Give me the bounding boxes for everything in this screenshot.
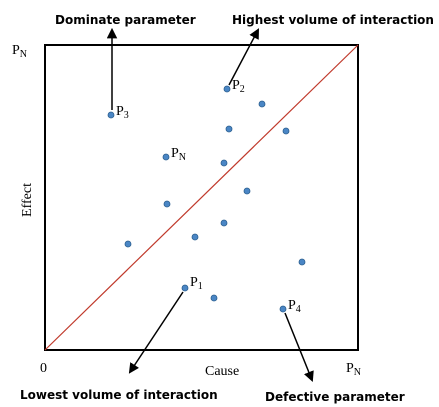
point (124, 240, 132, 248)
label-base: P (116, 104, 124, 119)
point (163, 200, 171, 208)
origin-label: 0 (40, 361, 47, 376)
point-label: P2 (232, 78, 245, 95)
point (225, 125, 233, 133)
x-max-label: PN (346, 361, 361, 378)
x-axis-label: Cause (205, 364, 239, 379)
annotation: Dominate parameter (55, 13, 196, 27)
plot-frame (44, 44, 359, 351)
label-sub: N (20, 49, 27, 60)
point (220, 219, 228, 227)
label-sub: N (179, 152, 186, 163)
point (298, 258, 306, 266)
point (191, 233, 199, 241)
annotation: Defective parameter (265, 390, 405, 404)
point (162, 153, 170, 161)
label-base: P (171, 146, 179, 161)
annotation: Lowest volume of interaction (20, 388, 218, 402)
label-base: P (288, 298, 296, 313)
point (223, 85, 231, 93)
arrow (228, 28, 259, 86)
label-base: P (12, 43, 20, 58)
annotation: Highest volume of interaction (232, 13, 434, 27)
diagonal (44, 44, 359, 351)
point-label: P4 (288, 298, 301, 315)
point (243, 187, 251, 195)
point (279, 305, 287, 313)
label-sub: 3 (124, 110, 129, 121)
arrow (284, 312, 314, 382)
point (181, 284, 189, 292)
arrow (128, 291, 184, 374)
y-max-label: PN (12, 43, 27, 60)
point-label: P3 (116, 104, 129, 121)
y-axis-label: Effect (20, 183, 35, 217)
point-label: P1 (190, 275, 203, 292)
label-sub: N (354, 367, 361, 378)
point (210, 294, 218, 302)
point (220, 159, 228, 167)
label-base: P (232, 78, 240, 93)
label-base: P (346, 361, 354, 376)
label-sub: 4 (296, 304, 301, 315)
point (107, 111, 115, 119)
point-label: PN (171, 146, 186, 163)
point (282, 127, 290, 135)
label-sub: 2 (240, 84, 245, 95)
point (258, 100, 266, 108)
label-sub: 1 (198, 281, 203, 292)
label-base: P (190, 275, 198, 290)
